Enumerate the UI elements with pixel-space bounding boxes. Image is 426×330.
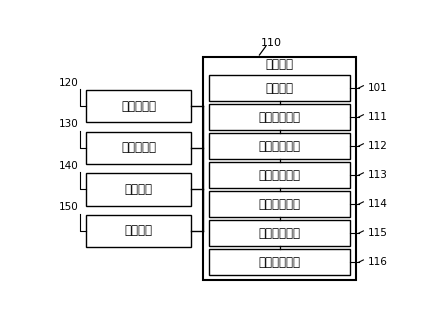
Text: 101: 101	[367, 83, 387, 93]
Text: 震动模块: 震动模块	[124, 224, 152, 238]
Text: 重力感应模块: 重力感应模块	[258, 111, 300, 123]
Text: 115: 115	[367, 228, 387, 238]
Text: 140: 140	[58, 161, 78, 171]
Text: 第一控制模块: 第一控制模块	[258, 169, 300, 182]
Bar	[209, 249, 349, 275]
Text: 电话模块: 电话模块	[265, 82, 293, 94]
Bar	[86, 132, 191, 164]
Text: 111: 111	[367, 112, 387, 122]
Bar	[209, 133, 349, 159]
Text: 110: 110	[261, 38, 282, 48]
Text: 距离感应模块: 距离感应模块	[258, 140, 300, 152]
Bar	[86, 173, 191, 206]
Text: 响铃模块: 响铃模块	[124, 183, 152, 196]
Bar	[209, 220, 349, 246]
Bar	[202, 56, 355, 280]
Text: 第三控制模块: 第三控制模块	[258, 227, 300, 240]
Text: 116: 116	[367, 257, 387, 267]
Text: 基带芒片: 基带芒片	[265, 58, 293, 71]
Bar	[86, 215, 191, 247]
Text: 114: 114	[367, 199, 387, 209]
Bar	[209, 162, 349, 188]
Text: 150: 150	[58, 203, 78, 213]
Bar	[209, 191, 349, 217]
Bar	[209, 104, 349, 130]
Bar	[209, 75, 349, 101]
Text: 距离感应器: 距离感应器	[121, 141, 156, 154]
Text: 113: 113	[367, 170, 387, 180]
Text: 第二控制模块: 第二控制模块	[258, 198, 300, 211]
Text: 第四控制模块: 第四控制模块	[258, 256, 300, 269]
Bar	[86, 90, 191, 122]
Text: 重力感应器: 重力感应器	[121, 100, 156, 113]
Text: 120: 120	[58, 78, 78, 88]
Text: 130: 130	[58, 119, 78, 129]
Text: 112: 112	[367, 141, 387, 151]
